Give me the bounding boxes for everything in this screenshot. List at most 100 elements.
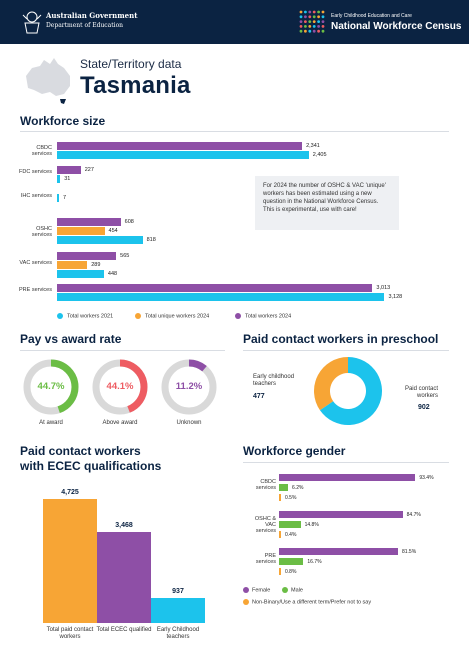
donut-value: 44.1% — [106, 381, 134, 392]
bar — [57, 142, 303, 150]
donut-label: Above award — [102, 420, 138, 426]
preschool-title: Paid contact workers in preschool — [243, 332, 439, 346]
donut-value: 44.7% — [37, 381, 65, 392]
ecec-title: Paid contact workers with ECEC qualifica… — [20, 444, 161, 474]
data-label: 0.8% — [285, 569, 297, 575]
data-label: 84.7% — [406, 512, 421, 518]
legend-label: Female — [252, 587, 271, 594]
logo-dot — [304, 10, 307, 14]
logo-dot — [321, 29, 325, 33]
bar — [57, 293, 385, 301]
ec-teachers-value: 477 — [253, 393, 265, 400]
paid-contact-label: Paid contact workers — [404, 386, 438, 399]
donut-value: 11.2% — [175, 381, 203, 392]
section-divider — [243, 350, 449, 351]
category-label: PRE services — [18, 287, 52, 293]
section-divider — [243, 462, 449, 463]
data-label: 16.7% — [307, 559, 322, 565]
legend-label: Total unique workers 2024 — [145, 313, 210, 320]
logo-dot — [299, 25, 303, 28]
award-donut — [161, 359, 217, 415]
paid-contact-value: 902 — [418, 404, 430, 411]
bar — [279, 531, 281, 538]
logo-dot — [317, 20, 320, 23]
census-line2: National Workforce Census — [331, 21, 462, 32]
legend-swatch — [235, 313, 241, 319]
census-line1: Early Childhood Education and Care — [331, 13, 412, 19]
section-divider — [20, 131, 449, 132]
data-label: 3,013 — [376, 285, 391, 291]
preschool-donut — [314, 357, 382, 425]
bar — [57, 151, 309, 159]
data-label: 2,341 — [306, 143, 320, 149]
logo-dot — [308, 25, 312, 28]
logo-dot — [317, 25, 320, 28]
donut-arc — [23, 359, 79, 415]
category-label: FDC services — [18, 169, 52, 175]
data-label: 3,468 — [115, 521, 133, 529]
australia-map-icon — [26, 58, 70, 104]
bar — [57, 194, 59, 202]
logo-dot — [312, 10, 316, 14]
category-label: IHC services — [20, 192, 52, 199]
data-label: 14.8% — [304, 522, 319, 528]
legend-item: Non-Binary/Use a different term/Prefer n… — [243, 599, 371, 605]
logo-dot — [299, 10, 303, 14]
logo-dot — [317, 29, 320, 33]
data-label: 7 — [63, 195, 67, 201]
data-label: 448 — [107, 271, 118, 277]
category-label: PRE services — [255, 553, 276, 565]
logo-dot — [317, 10, 320, 14]
legend-item: Total workers 2021 — [57, 313, 113, 319]
bar — [151, 598, 205, 623]
legend-swatch — [57, 313, 63, 319]
legend-item: Male — [282, 587, 303, 593]
legend-swatch — [282, 587, 288, 593]
bar — [57, 175, 61, 183]
category-label: Total ECEC qualified — [96, 627, 152, 633]
bar — [43, 499, 97, 623]
logo-dot — [304, 29, 307, 33]
data-label: 608 — [124, 219, 134, 225]
logo-dot — [312, 29, 316, 33]
donut-label: At award — [39, 420, 63, 426]
bar — [57, 270, 104, 278]
donut-label: Unknown — [176, 420, 202, 426]
logo-dot — [304, 20, 307, 23]
logo-dot — [321, 10, 325, 14]
logo-dot — [321, 15, 325, 19]
logo-dot — [321, 25, 325, 28]
data-label: 565 — [120, 253, 130, 259]
logo-dot — [304, 25, 307, 28]
bar — [279, 484, 289, 491]
bar — [279, 558, 304, 565]
bar — [57, 227, 105, 235]
category-label: OSHC & VAC services — [254, 516, 276, 534]
legend-label: Non-Binary/Use a different term/Prefer n… — [252, 599, 372, 606]
data-label: 31 — [64, 176, 71, 182]
category-label: Early Childhood teachers — [156, 627, 200, 640]
crest-icon — [22, 11, 42, 34]
logo-dot — [308, 10, 312, 14]
bar — [57, 284, 373, 292]
data-label: 3,128 — [388, 294, 403, 300]
bar — [279, 494, 281, 501]
logo-dot — [299, 29, 303, 33]
award-donut — [23, 359, 79, 415]
data-label: 454 — [108, 228, 118, 234]
bar — [57, 252, 117, 260]
logo-dot — [312, 25, 316, 28]
award-donut — [92, 359, 148, 415]
page-header: Australian Government Department of Educ… — [0, 0, 469, 44]
category-label: VAC services — [19, 259, 52, 266]
pie-slice — [314, 357, 348, 411]
gov-line2: Department of Education — [46, 22, 124, 29]
gov-line1: Australian Government — [46, 11, 138, 20]
logo-dot — [312, 15, 316, 19]
logo-dot — [321, 20, 325, 23]
data-label: 81.5% — [401, 549, 417, 555]
ec-teachers-label: Early childhood teachers — [253, 374, 295, 387]
category-label: CBDC services — [255, 479, 276, 491]
legend-swatch — [243, 599, 249, 605]
gender-title: Workforce gender — [243, 444, 346, 458]
